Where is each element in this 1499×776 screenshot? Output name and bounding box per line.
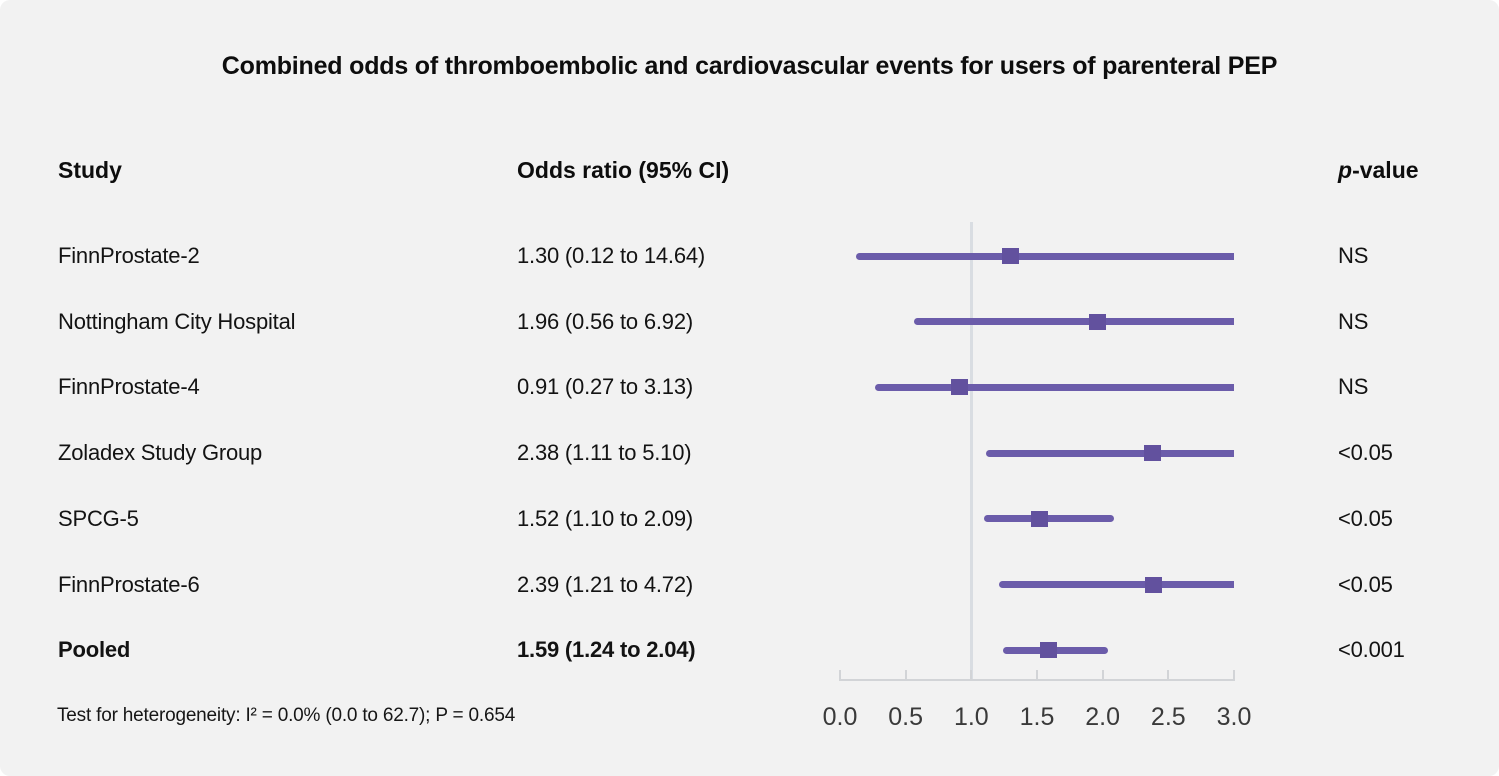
confidence-interval-line: [875, 383, 1234, 391]
reference-line: [969, 222, 973, 680]
x-axis-tick: [970, 670, 973, 681]
confidence-interval-line: [855, 252, 1234, 260]
odds-ratio-value: 1.52 (1.10 to 2.09): [517, 505, 693, 531]
x-axis-tick: [1101, 670, 1104, 681]
column-header-odds-ratio: Odds ratio (95% CI): [517, 157, 730, 183]
study-name: Pooled: [58, 637, 131, 663]
x-axis-tick-label: 1.5: [1019, 703, 1055, 731]
x-axis-tick-label: 0.5: [888, 703, 924, 731]
x-axis-tick-label: 1.0: [953, 703, 989, 731]
p-value: NS: [1338, 374, 1369, 400]
x-axis-tick-label: 3.0: [1216, 703, 1252, 731]
odds-ratio-marker: [1031, 510, 1049, 527]
chart-title: Combined odds of thromboembolic and card…: [221, 52, 1278, 80]
odds-ratio-marker: [1144, 445, 1162, 462]
x-axis-tick: [1232, 670, 1235, 681]
x-axis-tick-label: 2.0: [1085, 703, 1121, 731]
p-value: <0.05: [1338, 571, 1393, 597]
p-value-header-rest: -value: [1352, 157, 1419, 183]
confidence-interval-line: [998, 581, 1234, 588]
odds-ratio-value: 2.39 (1.21 to 4.72): [517, 571, 693, 597]
odds-ratio-marker: [1145, 576, 1163, 593]
p-value: <0.05: [1338, 505, 1393, 531]
odds-ratio-value: 0.91 (0.27 to 3.13): [517, 374, 693, 400]
study-name: SPCG-5: [58, 505, 139, 531]
p-value: <0.05: [1338, 440, 1393, 466]
p-value: NS: [1338, 243, 1369, 268]
x-axis-tick-label: 0.0: [822, 703, 858, 731]
odds-ratio-marker: [951, 379, 968, 396]
odds-ratio-value: 1.59 (1.24 to 2.04): [517, 637, 696, 663]
confidence-interval-line: [985, 449, 1234, 457]
odds-ratio-value: 1.30 (0.12 to 14.64): [517, 243, 706, 268]
column-header-p-value: p-value: [1338, 155, 1419, 185]
column-header-study: Study: [58, 157, 122, 183]
x-axis-tick-label: 2.5: [1150, 703, 1186, 731]
study-name: FinnProstate-2: [58, 243, 200, 268]
odds-ratio-value: 1.96 (0.56 to 6.92): [517, 308, 693, 334]
odds-ratio-marker: [1002, 248, 1020, 264]
x-axis-tick: [1035, 670, 1038, 681]
study-name: Nottingham City Hospital: [58, 308, 296, 334]
x-axis-tick: [1167, 670, 1170, 681]
odds-ratio-value: 2.38 (1.11 to 5.10): [517, 440, 692, 466]
p-value: <0.001: [1338, 637, 1405, 663]
x-axis-tick: [904, 670, 907, 681]
study-name: Zoladex Study Group: [58, 440, 263, 466]
confidence-interval-line: [984, 515, 1115, 523]
p-value: NS: [1338, 308, 1369, 334]
odds-ratio-marker: [1040, 642, 1058, 659]
odds-ratio-marker: [1088, 313, 1106, 330]
study-name: FinnProstate-4: [58, 374, 200, 400]
confidence-interval-line: [913, 318, 1234, 326]
study-name: FinnProstate-6: [58, 571, 200, 597]
heterogeneity-note: Test for heterogeneity: I² = 0.0% (0.0 t…: [57, 705, 516, 726]
p-value-header-italic-p: p: [1338, 157, 1353, 183]
x-axis-tick: [839, 670, 841, 681]
